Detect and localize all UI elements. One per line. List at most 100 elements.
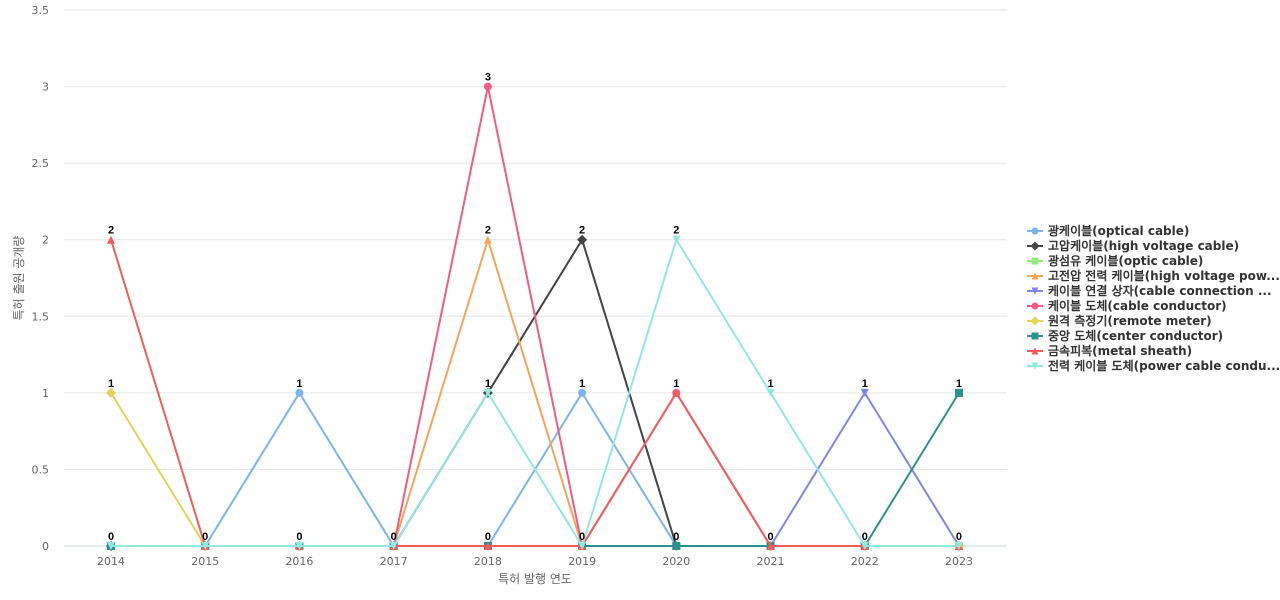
data-point-marker[interactable] bbox=[483, 82, 492, 91]
data-label: 0 bbox=[296, 531, 302, 543]
legend-marker[interactable] bbox=[1031, 287, 1039, 295]
data-point-marker[interactable] bbox=[295, 388, 304, 397]
x-tick-label: 2021 bbox=[757, 555, 785, 568]
data-point-marker[interactable] bbox=[107, 542, 115, 550]
legend-marker[interactable] bbox=[1030, 316, 1040, 326]
x-tick-label: 2020 bbox=[662, 555, 690, 568]
x-tick-label: 2016 bbox=[285, 555, 313, 568]
legend-marker[interactable] bbox=[1031, 362, 1039, 370]
y-tick-label: 0.5 bbox=[32, 463, 50, 476]
legend-item[interactable]: 광케이블(optical cable) bbox=[1027, 223, 1189, 238]
legend-label: 전력 케이블 도체(power cable condu... bbox=[1048, 358, 1280, 373]
legend-label: 케이블 도체(cable conductor) bbox=[1048, 298, 1227, 313]
data-point-marker[interactable] bbox=[578, 388, 587, 397]
data-label: 0 bbox=[391, 531, 397, 543]
legend-item[interactable]: 고압케이블(high voltage cable) bbox=[1027, 238, 1239, 253]
data-label: 0 bbox=[202, 531, 208, 543]
data-label: 1 bbox=[485, 378, 491, 390]
data-point-marker[interactable] bbox=[672, 235, 681, 244]
data-point-marker[interactable] bbox=[766, 542, 775, 550]
data-point-marker[interactable] bbox=[483, 235, 492, 244]
legend-label: 고압케이블(high voltage cable) bbox=[1048, 238, 1239, 253]
data-point-marker[interactable] bbox=[954, 542, 963, 550]
grid-layer bbox=[64, 9, 1007, 547]
legend-label: 중앙 도체(center conductor) bbox=[1048, 328, 1223, 343]
data-label: 3 bbox=[485, 72, 491, 84]
data-labels: 2 1 0 0 1 0 0 3 2 1 0 2 1 0 2 1 0 1 0 1 0 1 0 bbox=[108, 72, 962, 543]
legend-label: 광케이블(optical cable) bbox=[1048, 223, 1189, 238]
data-label: 1 bbox=[673, 378, 679, 390]
data-label: 1 bbox=[862, 378, 868, 390]
legend: 광케이블(optical cable)고압케이블(high voltage ca… bbox=[1027, 223, 1280, 373]
legend-item[interactable]: 금속피복(metal sheath) bbox=[1027, 343, 1192, 358]
legend-item[interactable]: 케이블 도체(cable conductor) bbox=[1027, 298, 1227, 313]
data-point-marker[interactable] bbox=[106, 387, 116, 398]
data-point-marker[interactable] bbox=[107, 235, 115, 244]
legend-marker[interactable] bbox=[1030, 241, 1040, 251]
x-tick-label: 2019 bbox=[568, 555, 596, 568]
x-axis-title: 특허 발행 연도 bbox=[498, 571, 572, 586]
data-point-marker[interactable] bbox=[860, 542, 869, 550]
data-point-marker[interactable] bbox=[672, 388, 681, 397]
data-point-marker[interactable] bbox=[577, 234, 588, 245]
data-label: 2 bbox=[485, 225, 491, 237]
y-tick-label: 3 bbox=[42, 81, 49, 94]
data-point-marker[interactable] bbox=[295, 542, 304, 550]
data-label: 2 bbox=[108, 225, 114, 237]
data-point-marker[interactable] bbox=[483, 542, 492, 550]
data-label: 0 bbox=[108, 531, 114, 543]
legend-item[interactable]: 전력 케이블 도체(power cable condu... bbox=[1027, 358, 1280, 373]
data-label: 1 bbox=[296, 378, 302, 390]
y-axis-title: 특허 출원 공개량 bbox=[12, 236, 26, 321]
y-tick-label: 2 bbox=[42, 234, 49, 247]
y-tick-label: 3.5 bbox=[32, 4, 50, 17]
legend-marker[interactable] bbox=[1031, 272, 1039, 280]
y-tick-label: 2.5 bbox=[32, 157, 50, 170]
data-label: 2 bbox=[579, 225, 585, 237]
series-layer bbox=[106, 82, 964, 551]
legend-item[interactable]: 원격 측정기(remote meter) bbox=[1027, 313, 1212, 328]
data-label: 0 bbox=[767, 531, 773, 543]
legend-marker[interactable] bbox=[1031, 332, 1039, 340]
series-line[interactable] bbox=[111, 238, 959, 547]
legend-marker[interactable] bbox=[1031, 227, 1039, 235]
legend-marker[interactable] bbox=[1031, 302, 1039, 310]
data-point-marker[interactable] bbox=[672, 542, 681, 550]
legend-item[interactable]: 중앙 도체(center conductor) bbox=[1027, 328, 1223, 343]
data-label: 0 bbox=[485, 531, 491, 543]
legend-item[interactable]: 케이블 연결 상자(cable connection ... bbox=[1027, 283, 1272, 298]
data-label: 1 bbox=[579, 378, 585, 390]
legend-label: 광섬유 케이블(optic cable) bbox=[1048, 253, 1203, 268]
data-label: 0 bbox=[862, 531, 868, 543]
y-axis: 0 0.5 1 1.5 2 2.5 3 3.5 bbox=[32, 4, 50, 553]
y-tick-label: 1 bbox=[42, 387, 49, 400]
data-point-marker[interactable] bbox=[954, 388, 963, 397]
data-label: 0 bbox=[956, 531, 962, 543]
legend-marker[interactable] bbox=[1031, 257, 1039, 265]
legend-item[interactable]: 고전압 전력 케이블(high voltage pow... bbox=[1027, 268, 1280, 283]
data-point-marker[interactable] bbox=[766, 388, 775, 397]
x-tick-label: 2023 bbox=[945, 555, 973, 568]
data-point-marker[interactable] bbox=[860, 388, 869, 397]
data-label: 1 bbox=[956, 378, 962, 390]
series-10 bbox=[107, 235, 963, 550]
y-tick-label: 0 bbox=[42, 540, 49, 553]
legend-item[interactable]: 광섬유 케이블(optic cable) bbox=[1027, 253, 1203, 268]
x-tick-label: 2018 bbox=[474, 555, 502, 568]
x-axis: 2014 2015 2016 2017 2018 2019 2020 2021 2022 2023 bbox=[97, 555, 973, 568]
legend-label: 케이블 연결 상자(cable connection ... bbox=[1048, 283, 1272, 298]
legend-marker[interactable] bbox=[1031, 347, 1039, 355]
data-label: 0 bbox=[579, 531, 585, 543]
data-point-marker[interactable] bbox=[578, 542, 587, 550]
legend-label: 원격 측정기(remote meter) bbox=[1048, 313, 1212, 328]
x-tick-label: 2014 bbox=[97, 555, 125, 568]
x-tick-label: 2017 bbox=[380, 555, 408, 568]
data-point-marker[interactable] bbox=[201, 542, 210, 550]
data-label: 1 bbox=[108, 378, 114, 390]
data-label: 0 bbox=[673, 531, 679, 543]
data-point-marker[interactable] bbox=[483, 388, 492, 397]
x-tick-label: 2022 bbox=[851, 555, 879, 568]
data-point-marker[interactable] bbox=[389, 542, 398, 550]
